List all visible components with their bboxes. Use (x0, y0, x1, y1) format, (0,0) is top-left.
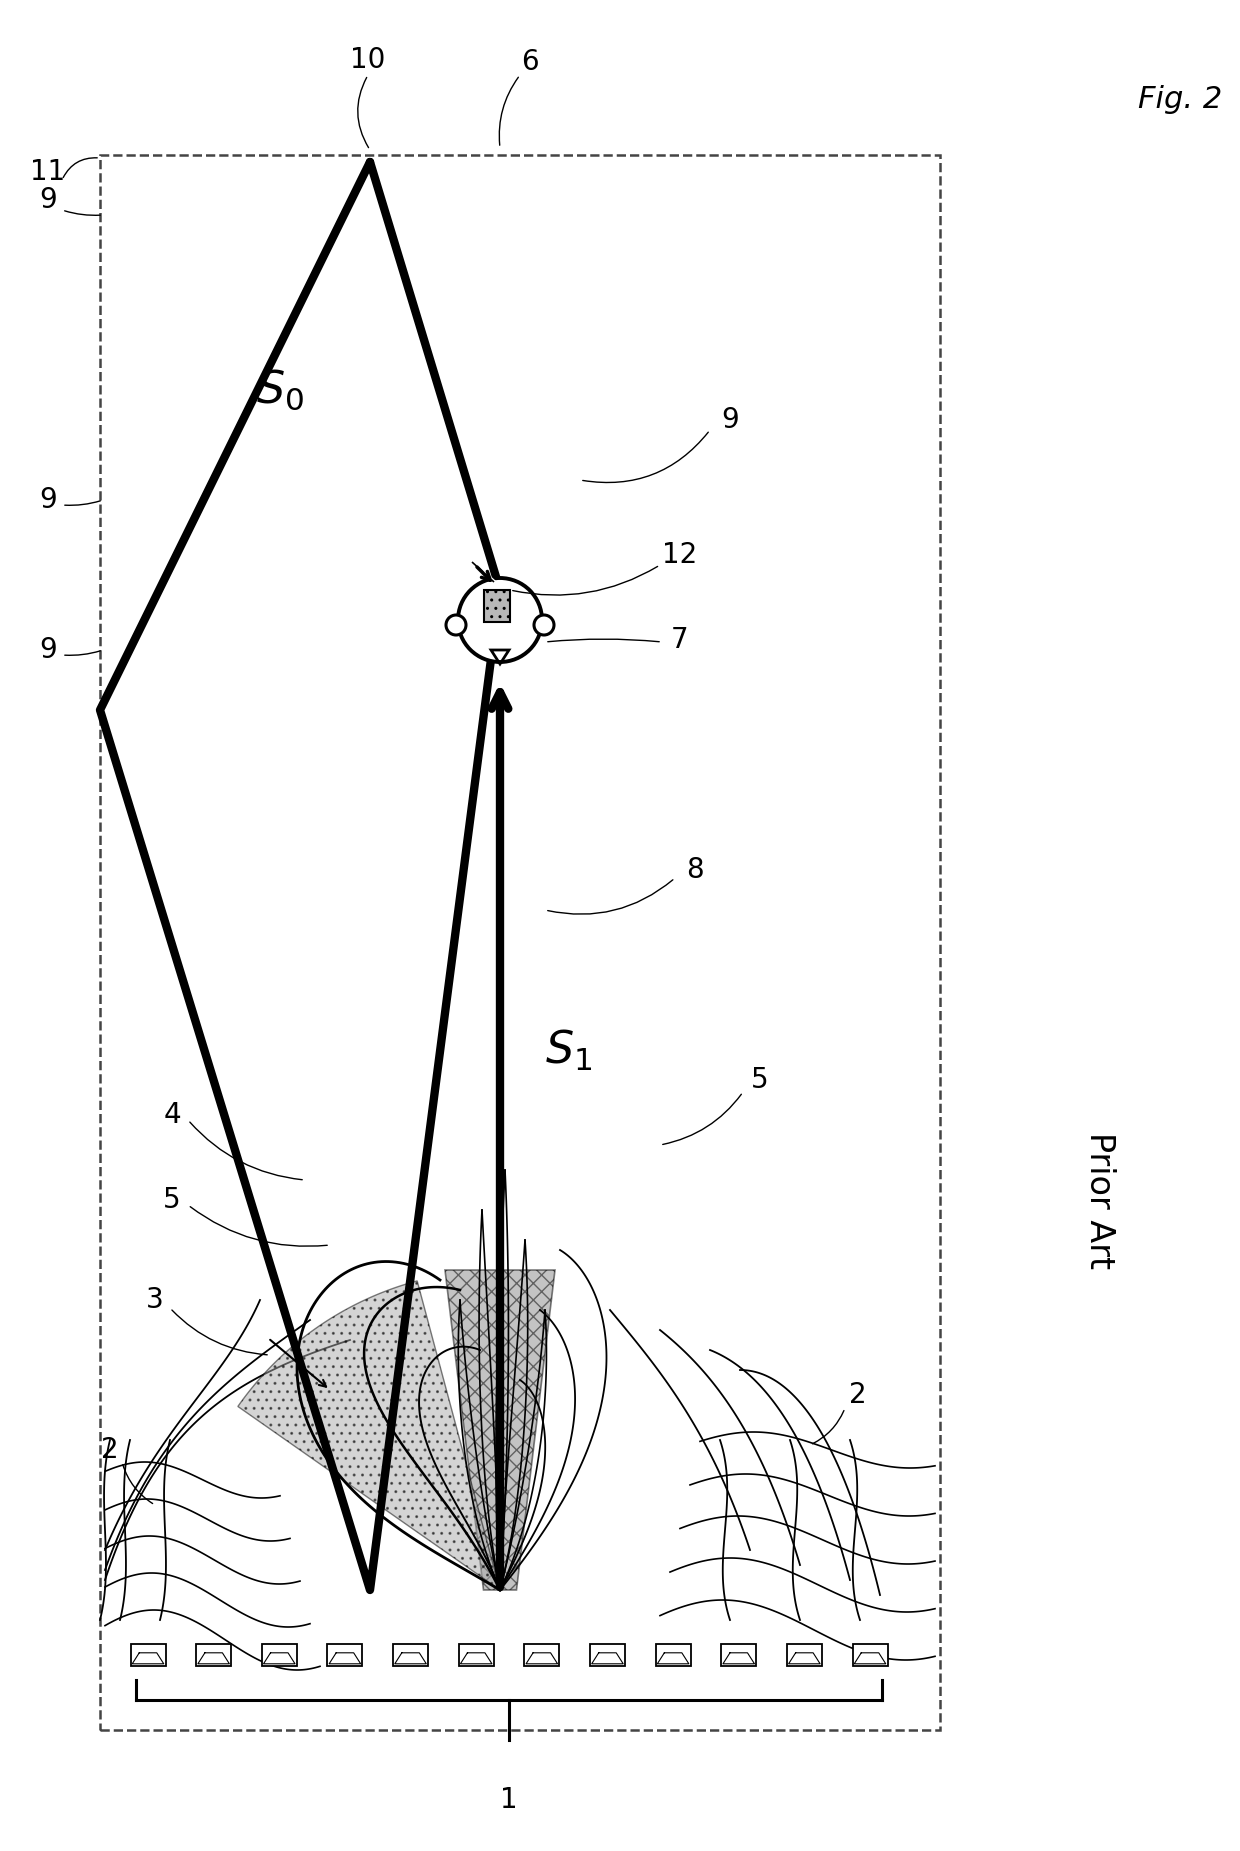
FancyArrowPatch shape (190, 1207, 327, 1246)
FancyArrowPatch shape (64, 211, 100, 215)
Bar (525, 1644, 559, 1666)
Bar (327, 1644, 362, 1666)
Bar (722, 1644, 756, 1666)
FancyArrowPatch shape (64, 502, 100, 505)
Text: 8: 8 (686, 855, 704, 885)
Circle shape (534, 615, 554, 635)
Text: 5: 5 (751, 1066, 769, 1094)
Text: $S_0$: $S_0$ (255, 368, 304, 413)
Text: 5: 5 (164, 1186, 181, 1214)
FancyArrowPatch shape (357, 78, 368, 148)
Text: 9: 9 (40, 487, 57, 515)
FancyArrowPatch shape (548, 639, 660, 642)
Text: 9: 9 (722, 405, 739, 433)
Text: 9: 9 (40, 185, 57, 215)
FancyArrowPatch shape (63, 157, 97, 178)
Text: 2: 2 (102, 1436, 119, 1464)
FancyArrowPatch shape (548, 879, 673, 914)
Text: $S_1$: $S_1$ (546, 1027, 593, 1072)
FancyBboxPatch shape (484, 590, 510, 622)
Text: Prior Art: Prior Art (1084, 1131, 1116, 1268)
Bar (853, 1644, 888, 1666)
FancyArrowPatch shape (512, 566, 657, 596)
FancyArrowPatch shape (64, 652, 100, 655)
FancyArrowPatch shape (172, 1311, 268, 1355)
Bar (196, 1644, 231, 1666)
FancyArrowPatch shape (812, 1410, 844, 1444)
Circle shape (446, 615, 466, 635)
Text: 9: 9 (40, 637, 57, 665)
Text: 6: 6 (521, 48, 539, 76)
Bar (590, 1644, 625, 1666)
FancyArrowPatch shape (500, 78, 518, 144)
Bar (100, 155, 940, 1731)
Bar (459, 1644, 494, 1666)
Bar (130, 1644, 165, 1666)
Text: 11: 11 (30, 157, 66, 185)
Bar (787, 1644, 822, 1666)
Bar (656, 1644, 691, 1666)
Polygon shape (238, 1281, 500, 1590)
Circle shape (458, 578, 542, 663)
Text: Fig. 2: Fig. 2 (1138, 85, 1223, 115)
FancyArrowPatch shape (123, 1464, 153, 1503)
Text: 12: 12 (662, 540, 698, 568)
FancyArrowPatch shape (190, 1122, 303, 1179)
Text: 4: 4 (164, 1101, 181, 1129)
Text: 2: 2 (849, 1381, 867, 1409)
FancyArrowPatch shape (662, 1094, 742, 1144)
Text: 1: 1 (500, 1786, 518, 1814)
FancyArrowPatch shape (583, 431, 708, 483)
Polygon shape (445, 1270, 556, 1590)
Text: 10: 10 (351, 46, 386, 74)
Bar (393, 1644, 428, 1666)
Bar (262, 1644, 296, 1666)
Text: 7: 7 (671, 626, 688, 653)
Text: 3: 3 (146, 1286, 164, 1314)
FancyArrowPatch shape (477, 566, 490, 581)
